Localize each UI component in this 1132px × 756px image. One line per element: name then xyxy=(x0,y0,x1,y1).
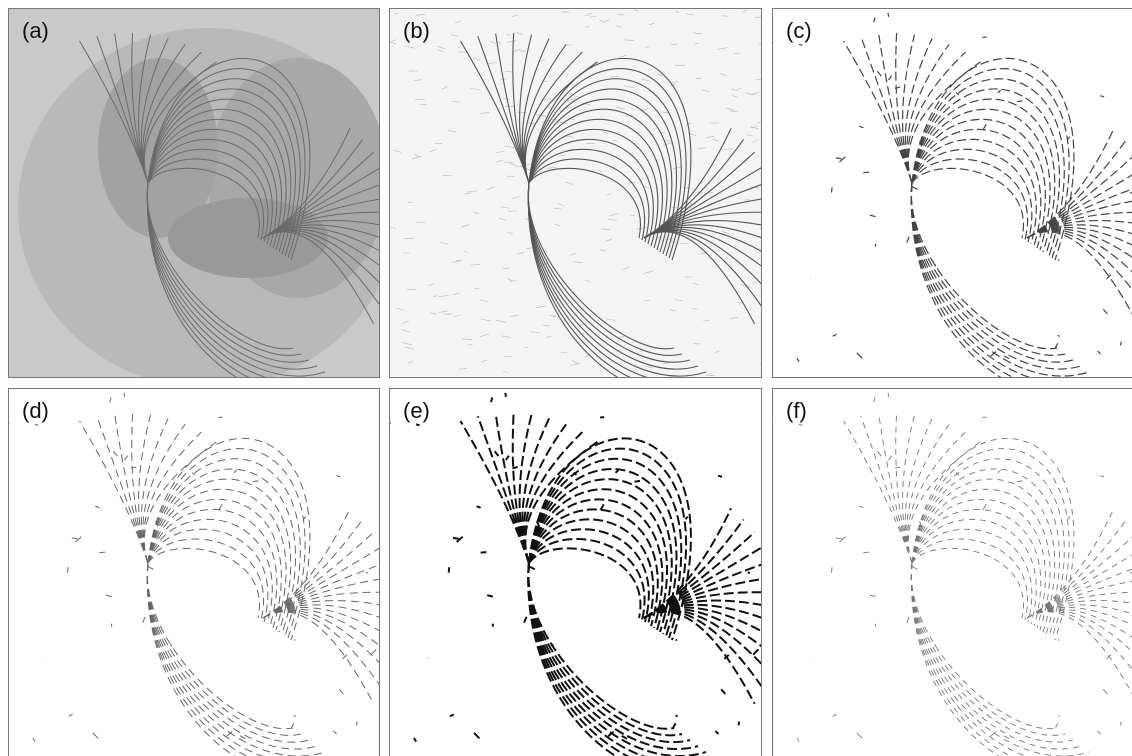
fragment xyxy=(888,13,889,17)
fragment xyxy=(888,393,889,397)
fragment xyxy=(477,506,481,507)
fragment xyxy=(1121,342,1122,346)
panel xyxy=(768,388,1132,756)
fragment xyxy=(512,467,517,468)
fragment xyxy=(453,538,459,539)
fragment xyxy=(635,481,641,482)
fragment xyxy=(832,567,833,572)
panel-label: (b) xyxy=(403,18,430,43)
fragment xyxy=(416,424,419,425)
fragment xyxy=(1017,101,1023,102)
fragment xyxy=(487,595,493,596)
panel xyxy=(389,8,784,398)
panel-label: (e) xyxy=(403,398,430,423)
fragment xyxy=(832,187,833,192)
fragment xyxy=(1058,335,1060,336)
panel xyxy=(8,8,403,398)
fragment xyxy=(748,572,750,574)
panel-label: (d) xyxy=(22,398,49,423)
fragment xyxy=(491,397,492,402)
figure: (a) (b) (c) (d) (e) (f) xyxy=(0,0,1132,756)
panel xyxy=(4,388,403,756)
fragment xyxy=(68,567,69,572)
fragment xyxy=(739,722,740,726)
panel-background xyxy=(772,8,1132,378)
fragment xyxy=(718,476,722,477)
fragment xyxy=(124,393,125,397)
fragment xyxy=(505,393,506,397)
fragment xyxy=(676,715,678,716)
panel-label: (c) xyxy=(786,18,812,43)
panel-background xyxy=(772,388,1132,756)
panel xyxy=(768,8,1132,398)
fragment xyxy=(449,567,450,572)
fragment xyxy=(836,158,842,159)
panel-label: (a) xyxy=(22,18,49,43)
page: (a)(b)(c)(d)(e)(f) (() => { const data =… xyxy=(0,0,1132,756)
panel-label: (f) xyxy=(786,398,807,423)
panel xyxy=(385,388,784,756)
fragment xyxy=(357,722,358,726)
